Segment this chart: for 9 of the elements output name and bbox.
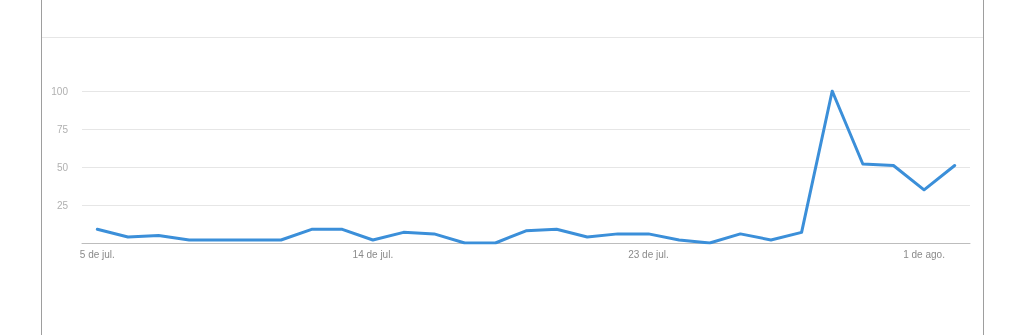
line-series xyxy=(95,89,957,245)
x-tick-label: 5 de jul. xyxy=(79,248,115,260)
x-tick-label: 14 de jul. xyxy=(352,248,394,260)
y-tick-label: 50 xyxy=(56,161,69,173)
y-tick-label: 25 xyxy=(56,199,69,211)
x-tick-label: 1 de ago. xyxy=(903,248,945,260)
y-tick-label: 75 xyxy=(56,123,69,135)
x-tick-label: 23 de jul. xyxy=(628,248,669,260)
y-tick-label: 100 xyxy=(51,85,69,97)
